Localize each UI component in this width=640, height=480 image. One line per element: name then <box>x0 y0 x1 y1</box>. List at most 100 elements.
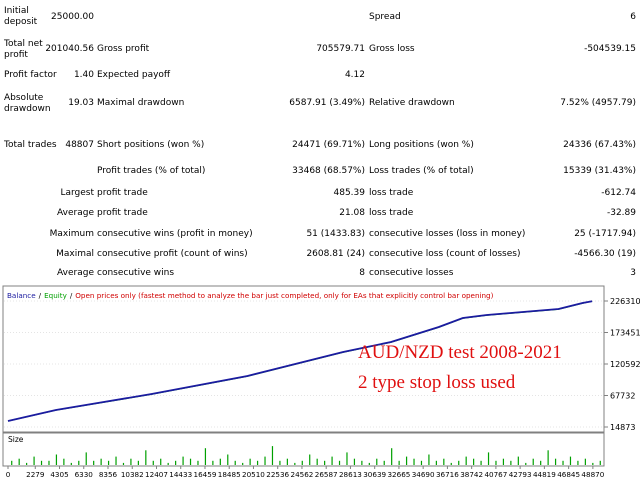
size-bar <box>48 460 50 465</box>
size-bar <box>383 460 385 465</box>
x-tick-label: 42793 <box>509 470 532 479</box>
size-bar <box>26 462 28 465</box>
size-bar <box>502 458 505 465</box>
size-bar <box>301 460 303 465</box>
x-tick-label: 6330 <box>75 470 94 479</box>
size-bar <box>525 462 527 465</box>
size-bar <box>532 458 534 465</box>
report-value: -504539.15 <box>584 44 636 54</box>
x-tick-label: 48870 <box>581 470 604 479</box>
report-label: Gross profit <box>97 44 150 54</box>
x-tick-label: 44819 <box>533 470 556 479</box>
size-bar <box>458 460 460 465</box>
report-label: Absolute drawdown <box>4 92 51 114</box>
size-bar <box>242 462 244 465</box>
x-tick-label: 22536 <box>266 470 289 479</box>
x-tick-label: 12407 <box>145 470 168 479</box>
report-label: Maximal drawdown <box>97 98 185 108</box>
size-bar <box>70 462 72 465</box>
size-bar <box>130 458 132 465</box>
report-value: 201040.56 <box>45 44 94 54</box>
report-value: 21.08 <box>339 207 365 218</box>
size-bar <box>33 456 35 465</box>
report-value: 8 <box>359 267 365 278</box>
report-value: 7.52% (4957.79) <box>560 98 636 108</box>
report-label: Gross loss <box>369 44 415 54</box>
size-bar <box>413 458 415 465</box>
report-value: 33468 (68.57%) <box>292 165 365 176</box>
report-label: Largest <box>60 187 94 198</box>
size-bar <box>562 460 564 465</box>
size-bar <box>599 460 601 465</box>
x-tick-label: 34690 <box>412 470 435 479</box>
report-value: 25000.00 <box>51 11 94 22</box>
report-label: Maximal <box>56 248 94 259</box>
report-label: Initial deposit <box>4 6 38 27</box>
size-bar <box>465 456 467 465</box>
size-bar <box>63 458 65 465</box>
legend-separator: / <box>39 291 42 300</box>
x-tick-label: 24562 <box>291 470 314 479</box>
report-value: -4566.30 (19) <box>574 248 636 259</box>
size-bar <box>540 460 542 465</box>
size-bar <box>510 460 512 465</box>
report-label: Average <box>57 267 94 278</box>
size-bar <box>547 450 549 465</box>
report-label: Loss trades (% of total) <box>369 165 474 176</box>
x-tick-label: 16459 <box>194 470 217 479</box>
legend-note: Open prices only (fastest method to anal… <box>75 291 493 300</box>
size-bar <box>182 456 184 465</box>
size-bar <box>331 456 333 465</box>
x-tick-label: 8356 <box>99 470 118 479</box>
report-label: Short positions (won %) <box>97 140 205 150</box>
report-label: consecutive losses (loss in money) <box>369 228 526 239</box>
report-label: Expected payoff <box>97 69 171 80</box>
size-bar <box>78 460 80 465</box>
report-label: Long positions (won %) <box>369 140 474 150</box>
report-value: 15339 (31.43%) <box>563 165 636 176</box>
x-tick-label: 46845 <box>557 470 580 479</box>
size-bar <box>122 462 125 465</box>
report-label: consecutive loss (count of losses) <box>369 248 521 259</box>
size-bar <box>428 454 430 465</box>
size-bar <box>361 460 363 465</box>
size-bar <box>368 462 370 465</box>
x-tick-label: 36716 <box>436 470 459 479</box>
size-bar <box>405 456 408 465</box>
x-tick-label: 14433 <box>169 470 192 479</box>
report-label: consecutive wins <box>97 267 175 278</box>
size-bar <box>480 460 482 465</box>
report-label: Total trades <box>4 140 57 150</box>
x-tick-label: 2279 <box>26 470 45 479</box>
size-bar <box>197 460 199 465</box>
y-tick-label: 173451 <box>610 328 640 337</box>
size-bar <box>376 458 378 465</box>
report-value: -32.89 <box>606 207 636 218</box>
report-label: Profit factor <box>4 69 57 80</box>
size-bar <box>100 458 102 465</box>
y-tick-label: 226310 <box>610 297 640 306</box>
size-bar <box>554 458 557 465</box>
size-bar <box>286 458 288 465</box>
size-bar <box>256 460 259 465</box>
report-label: Spread <box>369 11 401 22</box>
y-tick-label: 120592 <box>610 360 640 369</box>
report-label: Relative drawdown <box>369 98 455 108</box>
size-bar <box>398 460 400 465</box>
legend: Balance / Equity / Open prices only (fastest… <box>7 291 494 300</box>
size-bar <box>294 462 296 465</box>
report-label: consecutive wins (profit in money) <box>97 228 253 239</box>
size-bar <box>592 462 594 465</box>
size-bar <box>264 456 266 465</box>
size-bar <box>279 460 281 465</box>
size-bar <box>391 448 393 465</box>
y-tick-label: 67732 <box>610 392 635 401</box>
size-bar <box>495 460 497 465</box>
annotation: AUD/NZD test 2008-2021 <box>358 342 562 363</box>
report-value: 25 (-1717.94) <box>574 228 636 239</box>
annotation: 2 type stop loss used <box>358 372 516 393</box>
size-bar <box>145 450 147 465</box>
report-value: 3 <box>630 267 636 278</box>
report-value: 1.40 <box>73 69 94 80</box>
size-bar <box>115 456 117 465</box>
